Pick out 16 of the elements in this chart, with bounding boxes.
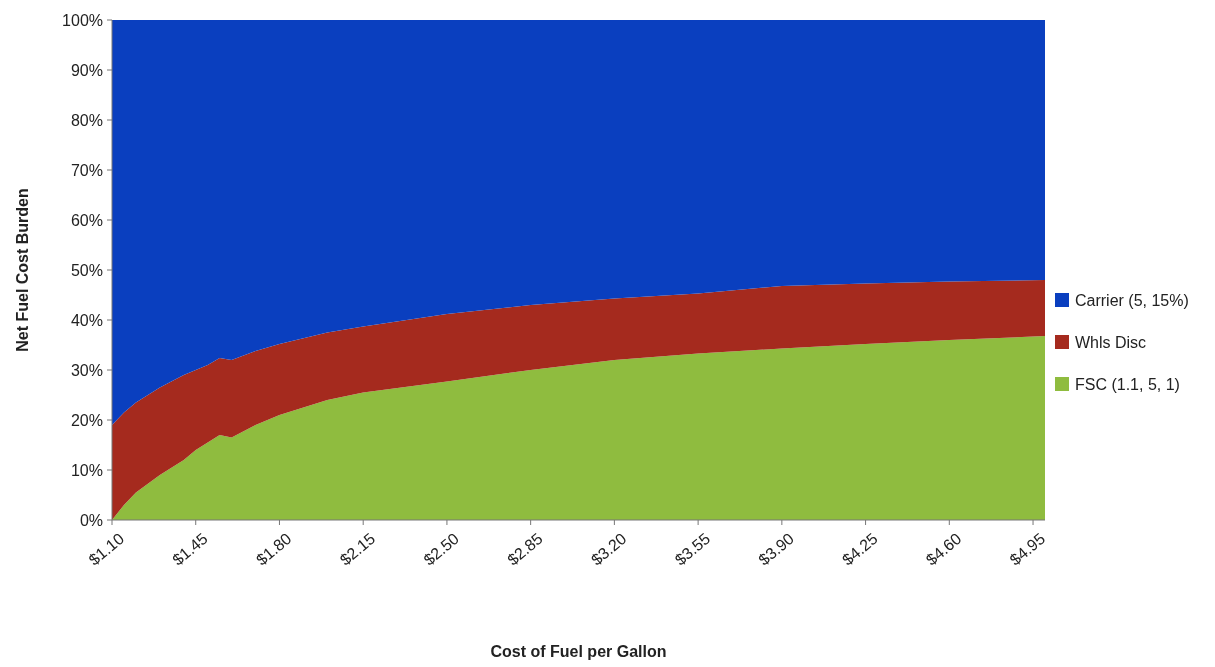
- y-tick-label: 60%: [70, 211, 103, 229]
- y-tick-label: 50%: [70, 261, 103, 279]
- legend-label: Carrier (5, 15%): [1075, 291, 1189, 309]
- y-tick-label: 80%: [70, 111, 103, 129]
- y-tick-label: 20%: [70, 411, 103, 429]
- x-axis-title: Cost of Fuel per Gallon: [490, 643, 667, 660]
- y-tick-label: 10%: [70, 461, 103, 479]
- legend-label: Whls Disc: [1075, 333, 1147, 351]
- y-tick-label: 70%: [70, 161, 103, 179]
- y-tick-label: 40%: [70, 311, 103, 329]
- y-tick-label: 100%: [62, 11, 103, 29]
- y-axis-title: Net Fuel Cost Burden: [14, 188, 31, 352]
- legend-label: FSC (1.1, 5, 1): [1075, 375, 1180, 393]
- y-tick-label: 0%: [79, 511, 103, 529]
- y-tick-label: 90%: [70, 61, 103, 79]
- y-tick-label: 30%: [70, 361, 103, 379]
